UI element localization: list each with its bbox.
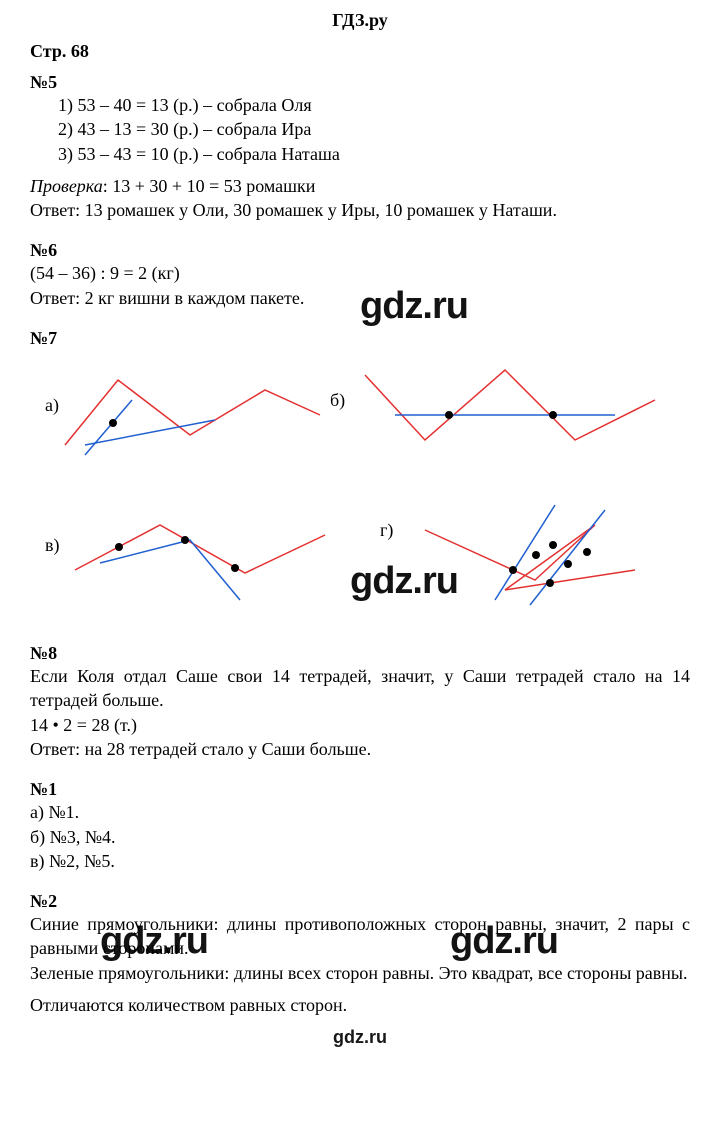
footer-watermark: gdz.ru [30,1027,690,1048]
ex7-cell-a: а) [30,355,330,475]
polyline-red [365,370,655,440]
ex5-check-expr: : 13 + 30 + 10 = 53 ромашки [103,176,316,196]
ex1-title: №1 [30,779,690,800]
ex7-label-a: а) [45,395,59,416]
ex8-text: Если Коля отдал Саше свои 14 тетрадей, з… [30,664,690,713]
ex5-line-3: 3) 53 – 43 = 10 (р.) – собрала Наташа [30,142,690,166]
ex7-label-b: б) [330,390,345,411]
ex6-title: №6 [30,240,690,261]
ex7-cell-v: в) [30,495,360,625]
watermark-text: gdz.ru [450,920,558,963]
ex7-diagram-v [65,495,355,615]
ex5-check-label: Проверка [30,176,103,196]
ex7-diagram-a [60,355,340,470]
page-label: Стр. 68 [30,41,690,62]
ex6-expr: (54 – 36) : 9 = 2 (кг) [30,261,690,285]
ex7-row-1: а) б) [30,355,690,475]
ex2-p3: Отличаются количеством равных сторон. [30,993,690,1017]
polyline-red [65,380,320,445]
ex5-line-1: 1) 53 – 40 = 13 (р.) – собрала Оля [30,93,690,117]
ex7-diagram-b [355,355,665,470]
ex7-title: №7 [30,328,690,349]
ex7-label-v: в) [45,535,60,556]
ex8-answer: Ответ: на 28 тетрадей стало у Саши больш… [30,737,690,761]
ex1-a: а) №1. [30,800,690,824]
watermark-text: gdz.ru [100,920,208,963]
ex1-v: в) №2, №5. [30,849,690,873]
ex5-check: Проверка: 13 + 30 + 10 = 53 ромашки [30,174,690,198]
ex8-expr: 14 • 2 = 28 (т.) [30,713,690,737]
site-header: ГДЗ.ру [30,10,690,31]
ex2-p2: Зеленые прямоугольники: длины всех сторо… [30,961,690,985]
ex8-title: №8 [30,643,690,664]
ex5-line-2: 2) 43 – 13 = 30 (р.) – собрала Ира [30,117,690,141]
watermark-text: gdz.ru [360,285,468,328]
page: ГДЗ.ру Стр. 68 №5 1) 53 – 40 = 13 (р.) –… [0,0,720,1123]
polyline-red [75,525,325,573]
ex5-answer: Ответ: 13 ромашек у Оли, 30 ромашек у Ир… [30,198,690,222]
ex2-title: №2 [30,891,690,912]
ex5-title: №5 [30,72,690,93]
intersection-dots [509,541,591,587]
watermark-text: gdz.ru [350,560,458,603]
ex7-label-g: г) [380,520,393,541]
polyline-blue [85,400,215,455]
ex1-b: б) №3, №4. [30,825,690,849]
ex7-cell-b: б) [330,355,670,475]
intersection-dots [109,419,117,427]
